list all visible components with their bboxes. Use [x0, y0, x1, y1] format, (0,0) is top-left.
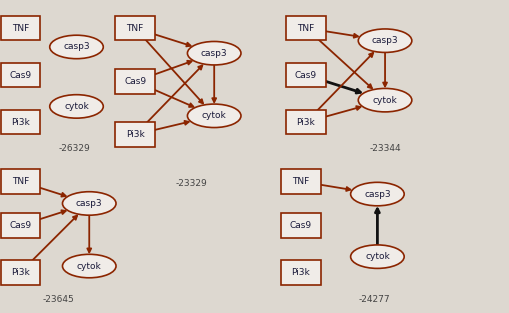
Text: casp3: casp3: [371, 36, 398, 45]
FancyBboxPatch shape: [115, 122, 155, 147]
Text: Pi3k: Pi3k: [126, 130, 144, 139]
Text: -23645: -23645: [43, 295, 74, 304]
Text: casp3: casp3: [363, 190, 390, 198]
Ellipse shape: [350, 245, 404, 269]
FancyBboxPatch shape: [280, 213, 320, 238]
Text: -26329: -26329: [58, 144, 90, 153]
FancyBboxPatch shape: [286, 110, 325, 134]
FancyBboxPatch shape: [280, 169, 320, 194]
Text: cytok: cytok: [64, 102, 89, 111]
Text: cytok: cytok: [202, 111, 226, 120]
Text: cytok: cytok: [372, 96, 397, 105]
Text: casp3: casp3: [76, 199, 102, 208]
Text: TNF: TNF: [297, 24, 314, 33]
Text: -23344: -23344: [369, 144, 400, 153]
Text: Cas9: Cas9: [9, 71, 32, 80]
Text: Pi3k: Pi3k: [296, 118, 315, 126]
Text: TNF: TNF: [12, 177, 29, 186]
Text: TNF: TNF: [126, 24, 144, 33]
Text: Cas9: Cas9: [9, 221, 32, 230]
FancyBboxPatch shape: [1, 63, 40, 87]
Ellipse shape: [63, 254, 116, 278]
FancyBboxPatch shape: [1, 213, 40, 238]
FancyBboxPatch shape: [1, 16, 40, 40]
Text: Pi3k: Pi3k: [11, 268, 30, 277]
FancyBboxPatch shape: [115, 16, 155, 40]
Text: casp3: casp3: [201, 49, 227, 58]
Text: -23329: -23329: [175, 179, 207, 188]
Text: Pi3k: Pi3k: [291, 268, 309, 277]
FancyBboxPatch shape: [280, 260, 320, 285]
Ellipse shape: [63, 192, 116, 215]
Ellipse shape: [358, 88, 411, 112]
FancyBboxPatch shape: [286, 16, 325, 40]
FancyBboxPatch shape: [115, 69, 155, 94]
Text: Cas9: Cas9: [124, 77, 146, 86]
Text: cytok: cytok: [77, 262, 101, 270]
FancyBboxPatch shape: [1, 169, 40, 194]
Ellipse shape: [50, 95, 103, 118]
Ellipse shape: [187, 104, 241, 128]
Text: -24277: -24277: [358, 295, 390, 304]
Ellipse shape: [358, 29, 411, 53]
Text: casp3: casp3: [63, 43, 90, 51]
FancyBboxPatch shape: [1, 110, 40, 134]
Text: TNF: TNF: [292, 177, 309, 186]
Text: cytok: cytok: [364, 252, 389, 261]
Ellipse shape: [187, 42, 241, 65]
FancyBboxPatch shape: [286, 63, 325, 87]
Text: TNF: TNF: [12, 24, 29, 33]
Text: Pi3k: Pi3k: [11, 118, 30, 126]
Text: Cas9: Cas9: [289, 221, 312, 230]
FancyBboxPatch shape: [1, 260, 40, 285]
Text: Cas9: Cas9: [294, 71, 317, 80]
Ellipse shape: [350, 182, 404, 206]
Ellipse shape: [50, 35, 103, 59]
